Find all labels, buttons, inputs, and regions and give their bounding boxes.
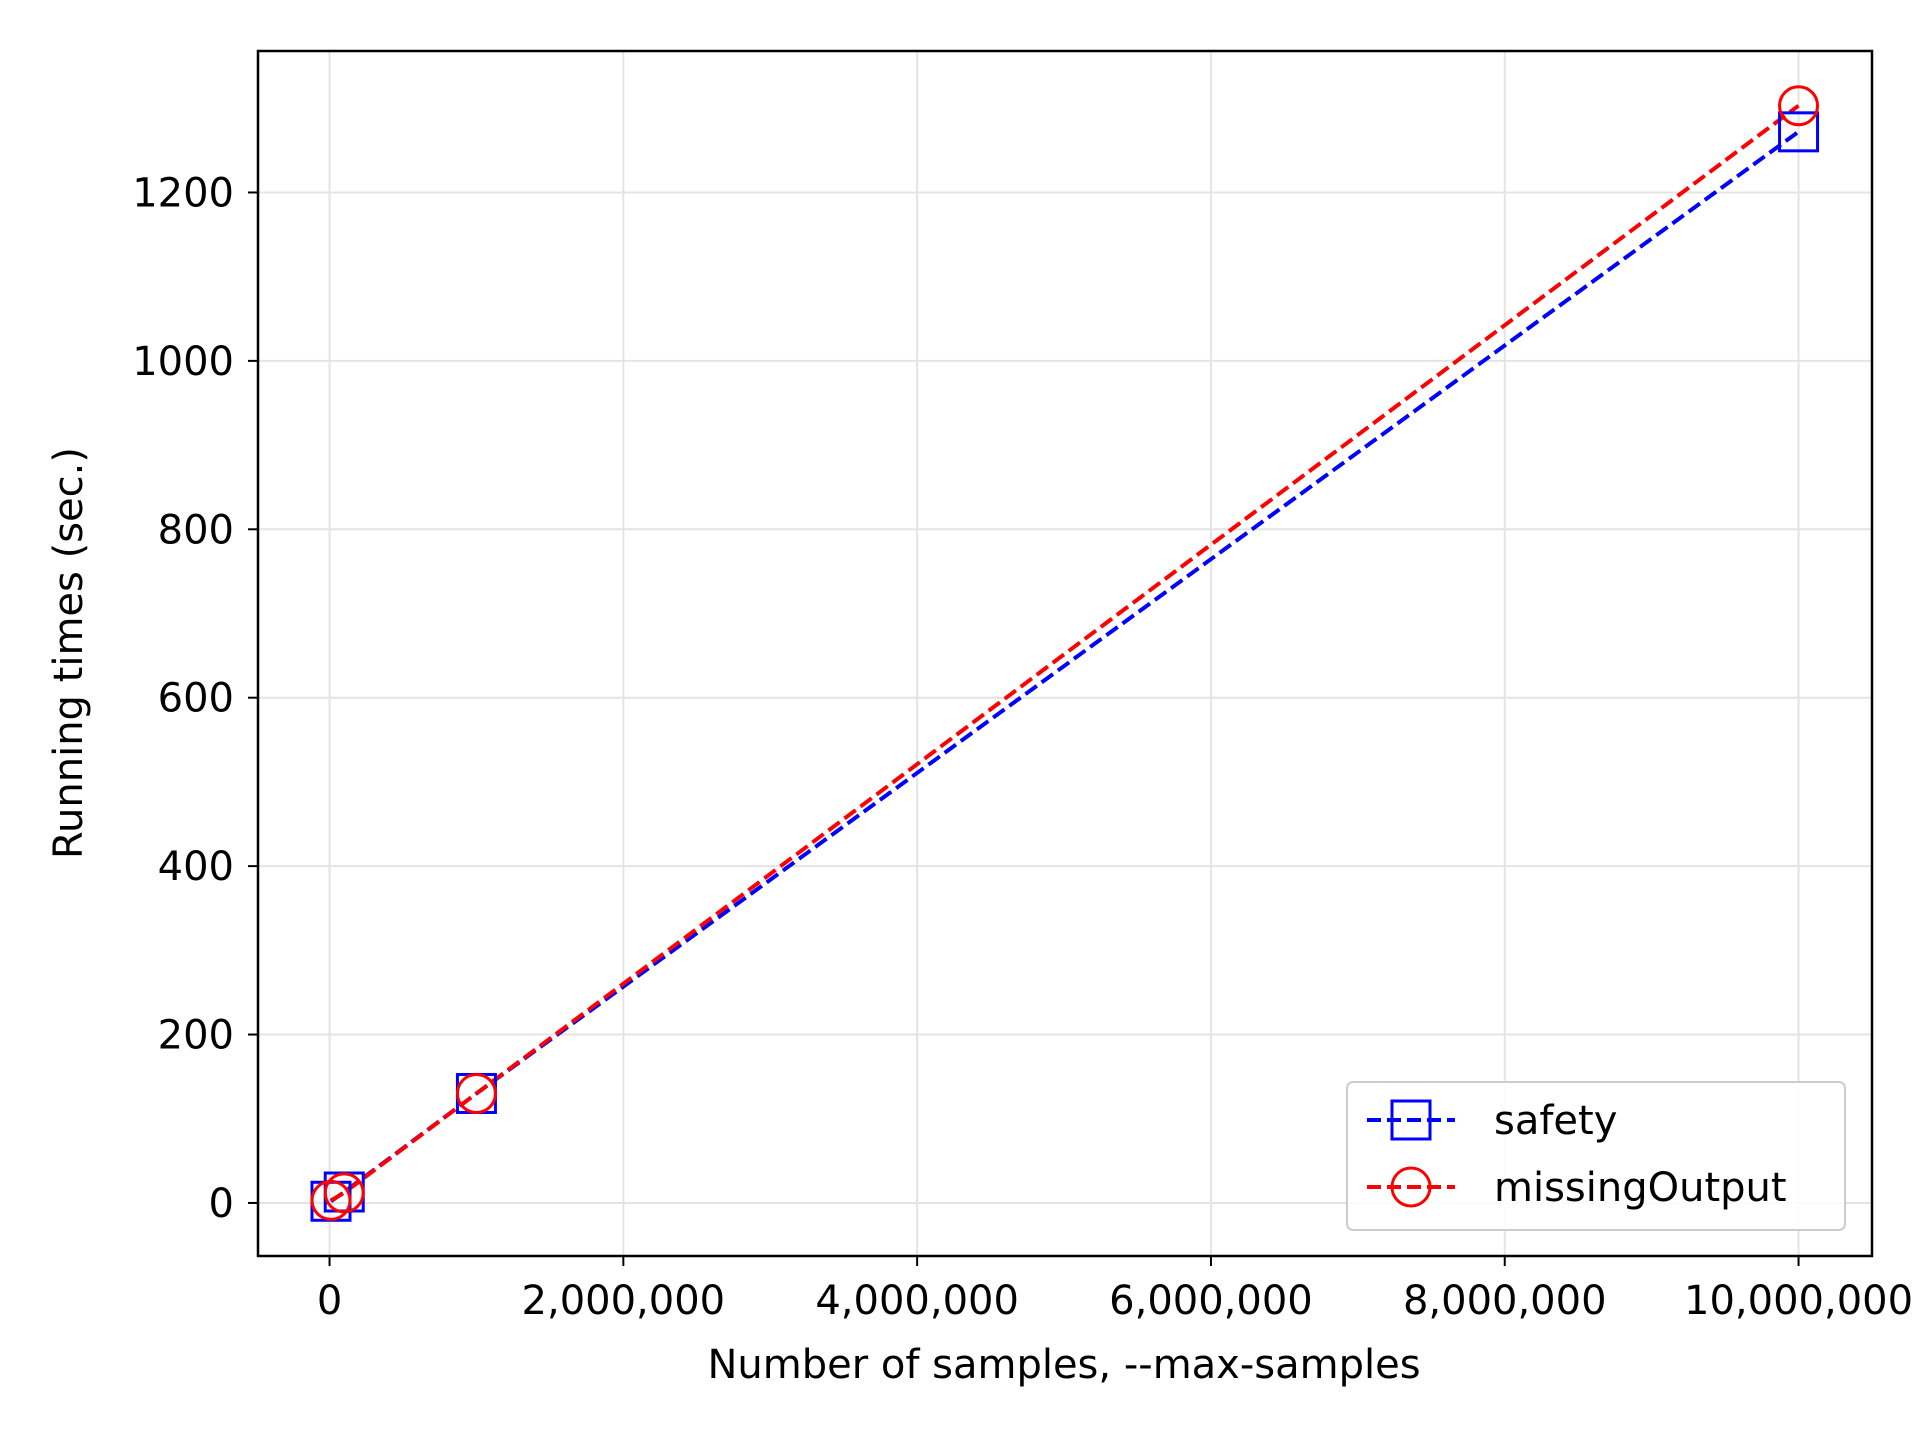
series-line-missing-output (330, 104, 1800, 1203)
data-point-missing-output (1778, 85, 1820, 127)
y-tick-label: 1200 (132, 170, 234, 216)
y-tick-label: 400 (158, 844, 234, 890)
data-point-missing-output (310, 1179, 352, 1221)
y-tick-label: 200 (158, 1013, 234, 1059)
data-point-missing-output (323, 1172, 365, 1214)
y-tick-label: 1000 (132, 339, 234, 385)
y-tick-label: 600 (158, 676, 234, 722)
data-point-missing-output (455, 1072, 497, 1114)
legend-marker-missing-output (1390, 1166, 1432, 1208)
grid (258, 51, 1872, 1256)
legend: safety missingOutput (1346, 1081, 1846, 1231)
series-lines (329, 104, 1800, 1203)
y-tick-label: 800 (158, 507, 234, 553)
plot-area-frame (256, 49, 1874, 1258)
legend-label-missing-output: missingOutput (1494, 1165, 1787, 1211)
x-tick-label: 10,000,000 (1684, 1278, 1913, 1324)
x-tick-label: 8,000,000 (1403, 1278, 1607, 1324)
legend-box (1346, 1081, 1846, 1231)
data-point-safety (1778, 111, 1820, 153)
y-axis-label: Running times (sec.) (46, 447, 92, 859)
series-markers (310, 85, 1820, 1222)
x-tick-label: 2,000,000 (522, 1278, 726, 1324)
legend-marker-safety (1390, 1099, 1432, 1141)
x-axis-label: Number of samples, --max-samples (707, 1342, 1420, 1388)
x-tick-label: 6,000,000 (1109, 1278, 1313, 1324)
x-tick-label: 4,000,000 (815, 1278, 1019, 1324)
y-axis: 0 200 400 600 800 1000 1200 (132, 170, 258, 1227)
legend-label-safety: safety (1494, 1098, 1617, 1144)
x-tick-label: 0 (317, 1278, 342, 1324)
x-axis: 0 2,000,000 4,000,000 6,000,000 8,000,000 10,… (317, 1256, 1913, 1324)
y-tick-label: 0 (209, 1181, 234, 1227)
